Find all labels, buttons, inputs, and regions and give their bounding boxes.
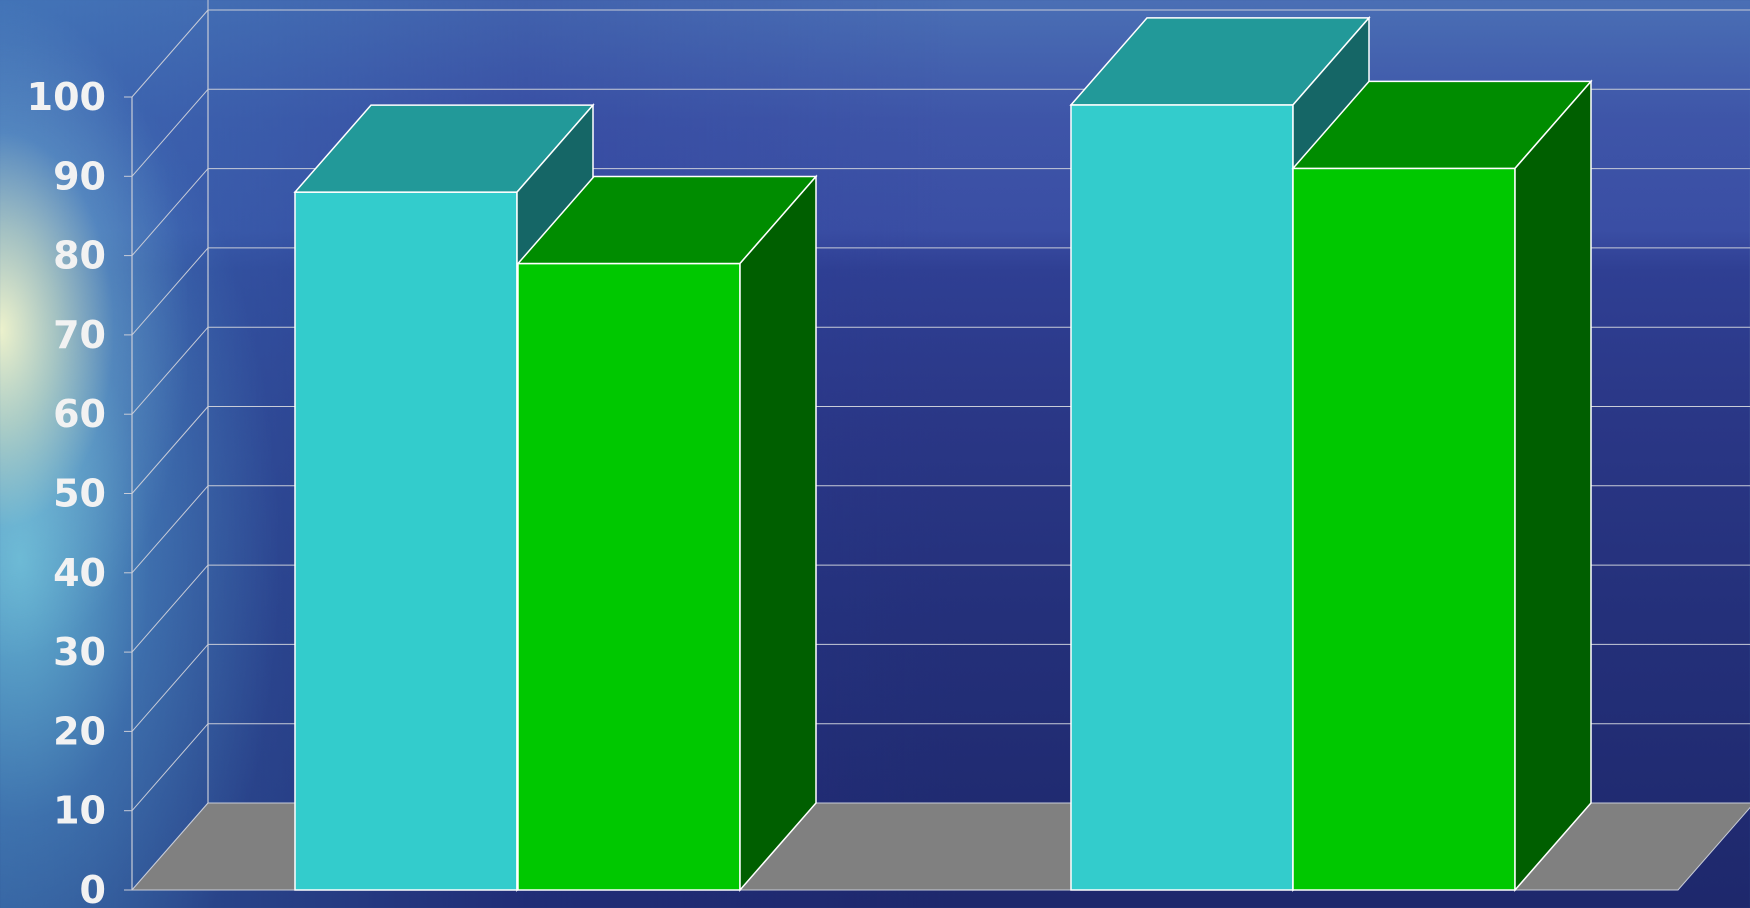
gridline-side xyxy=(131,723,209,812)
y-tick-label: 20 xyxy=(53,709,106,753)
y-tick-label: 60 xyxy=(53,392,106,436)
y-tick-label: 0 xyxy=(80,868,106,908)
bar-front-cat2-series1 xyxy=(1070,104,1294,891)
y-tick-label: 40 xyxy=(53,551,106,595)
gridline-side xyxy=(131,168,209,256)
gridline-side xyxy=(131,9,209,98)
y-tick-label: 90 xyxy=(53,154,106,198)
y-tick-label: 30 xyxy=(53,630,106,674)
gridline-side xyxy=(131,564,209,653)
bar-front-cat1-series1 xyxy=(294,191,518,891)
y-tick-label: 100 xyxy=(27,75,106,119)
y-tick-label: 50 xyxy=(53,472,106,516)
y-tick-label: 80 xyxy=(53,234,106,278)
y-tick-label: 10 xyxy=(53,789,106,833)
bar-cat1-series2 xyxy=(516,174,818,892)
gridline-side xyxy=(131,644,209,732)
gridline-side xyxy=(131,247,209,336)
gridline-side xyxy=(131,485,209,574)
y-tick-label: 70 xyxy=(53,313,106,357)
bars xyxy=(293,15,1593,892)
gridline-side xyxy=(131,326,209,415)
bar-front-cat1-series2 xyxy=(517,262,741,891)
bar-front-cat2-series2 xyxy=(1292,167,1516,891)
gridline-side xyxy=(131,88,209,177)
gridline-side xyxy=(131,406,209,494)
bar-cat2-series2 xyxy=(1291,79,1593,892)
bar-side-cat2-series2 xyxy=(1514,79,1592,892)
bar-side-cat1-series2 xyxy=(739,174,817,892)
y-axis-ticks: 0 10 20 30 40 50 60 70 80 90 100 xyxy=(27,75,132,908)
